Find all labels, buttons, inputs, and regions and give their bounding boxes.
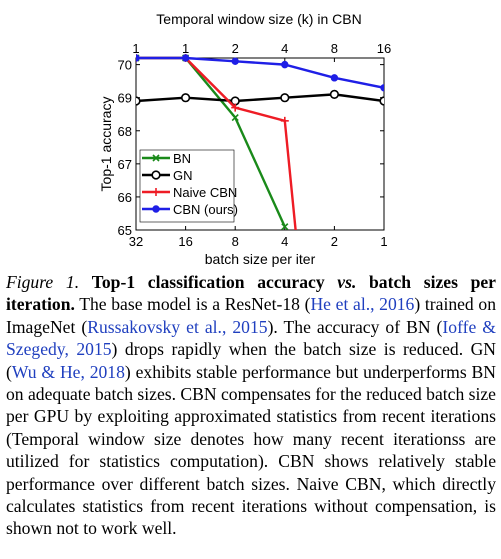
x-axis-label: batch size per iter xyxy=(205,251,316,267)
series-line-cbn-ours xyxy=(136,56,384,89)
citation-wu[interactable]: Wu & He, 2018 xyxy=(11,361,125,382)
y-tick-label: 69 xyxy=(118,91,132,106)
data-point-gn xyxy=(329,89,340,99)
top-tick-label: 1 xyxy=(182,41,189,56)
figure-caption: Figure 1. Top-1 classification accuracy … xyxy=(6,271,496,540)
top-axis-ticks: 1 1 2 4 8 16 xyxy=(132,41,391,62)
legend-label: GN xyxy=(173,168,193,183)
legend-entry-cbn-ours: CBN (ours) xyxy=(142,202,238,217)
legend-swatch-marker xyxy=(152,154,160,162)
data-point-gn xyxy=(136,96,141,106)
legend: BN GN Naive CBN CBN (ours) xyxy=(139,149,238,223)
title-prefix: Top-1 classification accuracy xyxy=(91,272,338,292)
citation-russakovsky[interactable]: Russakovsky et al., 2015 xyxy=(87,316,268,337)
legend-swatch-marker xyxy=(151,170,161,180)
x-tick-label: 32 xyxy=(129,234,143,249)
top-axis-title: Temporal window size (k) in CBN xyxy=(156,11,361,27)
legend-swatch-marker xyxy=(152,188,160,196)
top-tick-label: 8 xyxy=(331,41,338,56)
data-point-cbn-ours xyxy=(330,74,339,82)
caption-text-4: ) drops rapidly when the batch size is r… xyxy=(6,339,496,382)
data-point-cbn-ours xyxy=(136,54,140,62)
caption-text-5: ) exhibits stable performance but underp… xyxy=(6,361,496,539)
data-point-cbn-ours xyxy=(231,57,239,66)
data-point-bn xyxy=(281,223,289,230)
top-tick-label: 16 xyxy=(377,41,391,56)
legend-label: BN xyxy=(173,151,191,166)
accuracy-chart: Temporal window size (k) in CBN 1 1 2 4 8 16 … xyxy=(98,11,391,267)
y-tick-label: 65 xyxy=(118,223,132,238)
legend-swatch-marker xyxy=(152,205,160,213)
title-vs: vs. xyxy=(337,272,357,292)
caption-text-3: ). The accuracy of BN ( xyxy=(267,316,443,337)
y-tick-label: 70 xyxy=(118,58,132,73)
data-point-naive-cbn xyxy=(280,116,289,125)
y-axis-ticks: 65 66 67 68 69 70 xyxy=(118,58,384,238)
series-gn xyxy=(136,89,384,106)
y-tick-label: 67 xyxy=(118,157,132,172)
figure-label: Figure 1. xyxy=(6,272,80,292)
title-suffix: batch sizes per iteration. xyxy=(6,272,496,315)
y-tick-label: 66 xyxy=(118,190,132,205)
marker-stroke xyxy=(281,223,289,230)
legend-entry-naive-cbn: Naive CBN xyxy=(142,185,237,200)
top-tick-label: 1 xyxy=(132,41,139,56)
data-point-gn xyxy=(280,93,290,103)
data-point-naive-cbn xyxy=(231,103,240,112)
series-cbn-ours xyxy=(136,54,384,92)
citation-ioffe[interactable]: Ioffe & Szegedy, 2015 xyxy=(6,316,496,360)
marker-stroke xyxy=(231,113,239,122)
x-tick-label: 16 xyxy=(178,234,192,249)
top-tick-label: 2 xyxy=(232,41,239,56)
plot-frame xyxy=(135,57,385,231)
x-tick-label: 2 xyxy=(331,234,338,249)
data-point-cbn-ours xyxy=(281,60,289,69)
x-tick-label: 4 xyxy=(281,234,288,249)
bottom-axis-ticks: 32 16 8 4 2 1 xyxy=(129,226,388,249)
caption-text-1: The base model is a ResNet-18 ( xyxy=(74,294,311,315)
data-point-gn xyxy=(181,93,191,103)
marker-stroke xyxy=(152,154,160,162)
citation-he[interactable]: He et al., 2016 xyxy=(310,294,415,315)
legend-label: CBN (ours) xyxy=(173,202,238,217)
caption-text-2: ) trained on ImageNet ( xyxy=(6,294,496,337)
data-point-cbn-ours xyxy=(380,84,384,92)
y-tick-label: 68 xyxy=(118,124,132,139)
figure-title: Top-1 classification accuracy vs. batch … xyxy=(6,272,496,314)
x-tick-label: 8 xyxy=(232,234,239,249)
top-tick-label: 4 xyxy=(281,41,288,56)
series-layer xyxy=(136,54,384,230)
legend-entry-gn: GN xyxy=(142,168,193,183)
data-point-gn xyxy=(379,96,384,106)
legend-label: Naive CBN xyxy=(173,185,237,200)
y-axis-label: Top-1 accuracy xyxy=(98,97,114,192)
series-line-gn xyxy=(136,93,384,103)
data-point-bn xyxy=(231,113,239,122)
legend-entry-bn: BN xyxy=(142,151,191,166)
x-tick-label: 1 xyxy=(380,234,387,249)
data-point-cbn-ours xyxy=(181,54,190,62)
